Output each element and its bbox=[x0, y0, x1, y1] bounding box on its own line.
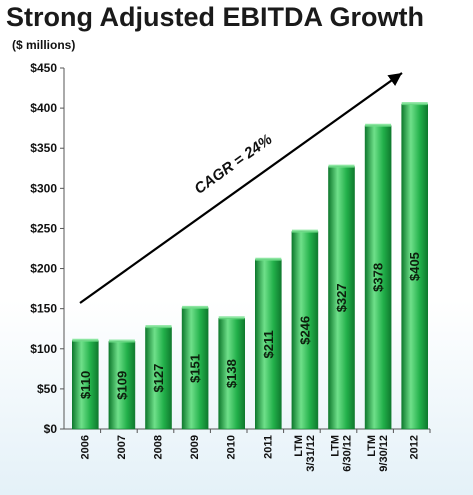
bar-cap bbox=[108, 339, 135, 343]
bar-cap bbox=[255, 257, 282, 261]
x-category-label: 2008 bbox=[153, 435, 165, 459]
y-tick-label: $450 bbox=[30, 61, 57, 75]
data-label: $378 bbox=[371, 263, 386, 292]
y-tick-label: $250 bbox=[30, 221, 57, 235]
y-tick-label: $150 bbox=[30, 302, 57, 316]
x-category-label: LTM bbox=[366, 435, 378, 457]
units-label: ($ millions) bbox=[12, 38, 76, 52]
bar-cap bbox=[72, 338, 99, 342]
bar-cap bbox=[145, 325, 172, 329]
data-label: $109 bbox=[114, 371, 129, 400]
data-label: $211 bbox=[261, 330, 276, 358]
cagr-arrow bbox=[79, 72, 403, 304]
bar-cap bbox=[218, 316, 245, 320]
y-tick-label: $0 bbox=[44, 422, 58, 436]
y-tick-label: $50 bbox=[37, 382, 57, 396]
x-category-label: LTM bbox=[330, 435, 342, 457]
x-category-label: 9/30/12 bbox=[378, 435, 390, 472]
x-category-label: 2010 bbox=[226, 435, 238, 459]
chart-title: Strong Adjusted EBITDA Growth bbox=[6, 2, 424, 32]
y-tick-label: $300 bbox=[30, 181, 57, 195]
y-tick-label: $350 bbox=[30, 141, 57, 155]
bar-cap bbox=[328, 164, 355, 168]
bar-cap bbox=[291, 229, 318, 233]
data-label: $246 bbox=[297, 316, 312, 345]
y-tick-label: $200 bbox=[30, 262, 57, 276]
bar bbox=[364, 125, 392, 430]
bar-cap bbox=[182, 305, 209, 309]
data-label: $127 bbox=[151, 364, 166, 393]
x-category-label: 3/31/12 bbox=[305, 435, 317, 472]
data-label: $110 bbox=[78, 371, 93, 399]
x-category-label: 2006 bbox=[79, 435, 91, 459]
bar bbox=[108, 341, 136, 430]
y-tick-label: $400 bbox=[30, 101, 57, 115]
cagr-label: CAGR = 24% bbox=[191, 131, 275, 198]
data-label: $327 bbox=[334, 283, 349, 312]
data-label: $405 bbox=[407, 252, 422, 281]
y-tick-label: $100 bbox=[30, 342, 57, 356]
x-category-label: 2011 bbox=[262, 435, 274, 459]
bar bbox=[328, 166, 355, 430]
bar bbox=[181, 307, 209, 430]
bar bbox=[401, 103, 429, 430]
bar bbox=[291, 231, 319, 430]
x-category-label: LTM bbox=[293, 435, 305, 457]
bar-cap bbox=[365, 123, 392, 127]
bar bbox=[255, 259, 282, 430]
x-category-label: 2007 bbox=[116, 435, 128, 459]
x-category-label: 2009 bbox=[189, 435, 201, 459]
x-category-label: 2012 bbox=[409, 435, 421, 459]
bar-cap bbox=[401, 102, 428, 106]
data-label: $138 bbox=[224, 359, 239, 388]
x-category-label: 6/30/12 bbox=[342, 435, 354, 472]
data-label: $151 bbox=[188, 354, 203, 383]
bar bbox=[145, 326, 172, 430]
